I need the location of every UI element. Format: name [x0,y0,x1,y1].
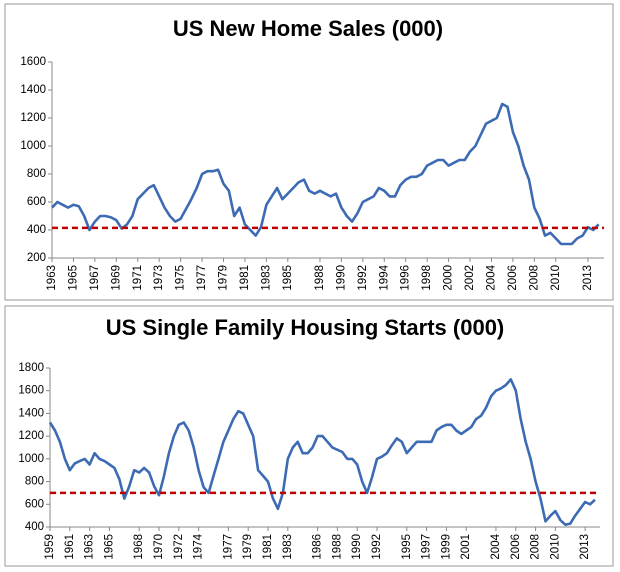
x-tick-label: 1979 [218,265,230,291]
x-tick-label: 1988 [331,534,343,560]
x-tick-label: 1986 [312,534,324,560]
x-tick-label: 1992 [371,534,383,560]
x-tick-label: 1965 [103,534,115,560]
x-tick-label: 1981 [239,265,251,291]
x-tick-label: 1990 [351,534,363,560]
panel-frame [4,3,614,301]
y-tick-label: 400 [25,521,44,533]
x-tick-label: 1997 [421,534,433,560]
x-tick-label: 1979 [242,534,254,560]
chart-title: US New Home Sales (000) [173,16,443,41]
data-line [51,102,600,246]
x-tick-label: 1963 [84,534,96,560]
x-tick-label: 1977 [222,534,234,560]
x-tick-label: 2004 [485,264,497,290]
x-tick-label: 2008 [528,265,540,291]
y-tick-label: 1200 [20,112,46,124]
x-tick-label: 2010 [549,534,561,560]
x-tick-label: 1998 [421,265,433,291]
y-tick-label: 1000 [20,140,46,152]
x-tick-label: 2000 [443,265,455,291]
y-tick-label: 1200 [18,430,44,442]
x-tick-label: 1963 [46,265,58,291]
x-tick-label: 1977 [196,265,208,291]
y-tick-label: 1600 [20,56,46,68]
y-tick-label: 200 [27,252,46,264]
x-tick-label: 2006 [510,534,522,560]
x-tick-label: 1999 [440,534,452,560]
y-tick-label: 800 [27,168,46,180]
x-tick-label: 1983 [260,265,272,291]
x-tick-label: 1994 [378,264,390,290]
x-tick-label: 1971 [132,265,144,291]
x-tick-label: 1985 [282,265,294,291]
x-tick-label: 1988 [314,265,326,291]
x-tick-label: 2006 [507,265,519,291]
chart-title: US Single Family Housing Starts (000) [106,315,505,340]
x-tick-label: 1968 [133,534,145,560]
y-tick-label: 800 [25,476,44,488]
x-tick-label: 1975 [175,265,187,291]
x-tick-label: 2013 [579,534,591,560]
y-tick-label: 400 [27,224,46,236]
y-tick-label: 1600 [18,385,44,397]
y-tick-label: 1000 [18,453,44,465]
x-tick-label: 2008 [530,534,542,560]
panel-frame [4,305,614,567]
x-tick-label: 2010 [550,265,562,291]
x-tick-label: 2002 [464,265,476,291]
x-tick-label: 1974 [193,533,205,559]
x-tick-label: 1995 [401,534,413,560]
x-tick-label: 2004 [490,533,502,559]
y-tick-label: 600 [25,498,44,510]
x-tick-label: 1973 [153,265,165,291]
y-tick-label: 1400 [20,84,46,96]
y-tick-label: 1800 [18,362,44,374]
x-tick-label: 1970 [153,534,165,560]
y-tick-label: 1400 [18,407,44,419]
data-line [48,378,596,526]
x-tick-label: 1990 [335,265,347,291]
x-tick-label: 1965 [67,265,79,291]
x-tick-label: 1972 [173,534,185,560]
x-tick-label: 1996 [400,265,412,291]
x-tick-label: 1981 [262,534,274,560]
x-tick-label: 1983 [282,534,294,560]
y-tick-label: 600 [27,196,46,208]
x-tick-label: 2013 [582,265,594,291]
x-tick-label: 1961 [64,534,76,560]
x-tick-label: 1959 [44,534,56,560]
x-tick-label: 2001 [460,534,472,560]
x-tick-label: 1967 [89,265,101,291]
x-tick-label: 1969 [110,265,122,291]
x-tick-label: 1992 [357,265,369,291]
